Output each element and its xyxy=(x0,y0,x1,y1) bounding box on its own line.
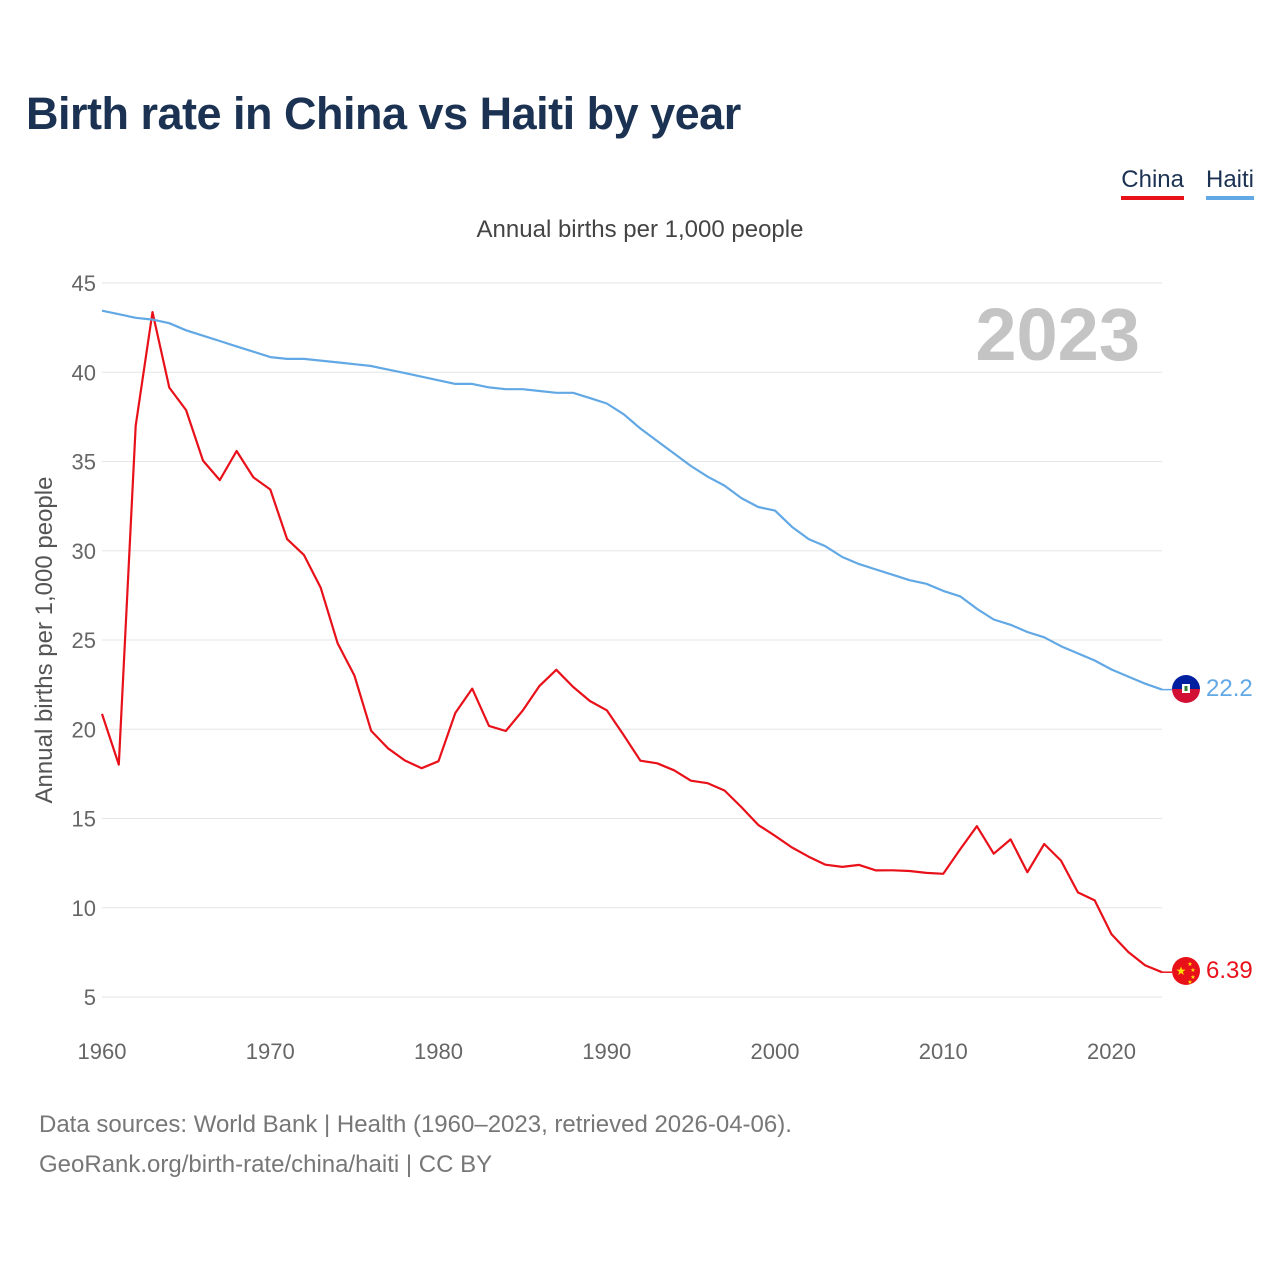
footer-sources: Data sources: World Bank | Health (1960–… xyxy=(39,1111,792,1138)
end-label-haiti: 22.2 xyxy=(1206,675,1253,702)
footer: Data sources: World Bank | Health (1960–… xyxy=(39,1105,792,1185)
series-line-haiti xyxy=(101,309,1163,691)
y-tick-label: 20 xyxy=(72,717,96,742)
svg-text:★: ★ xyxy=(1190,974,1195,981)
y-tick-label: 40 xyxy=(72,360,96,385)
footer-credit: GeoRank.org/birth-rate/china/haiti | CC … xyxy=(39,1151,493,1178)
y-tick-label: 5 xyxy=(84,985,96,1010)
year-watermark: 2023 xyxy=(975,293,1140,376)
svg-text:★: ★ xyxy=(1187,979,1192,986)
haiti-flag-icon xyxy=(1172,675,1200,703)
x-tick-label: 2000 xyxy=(751,1039,800,1064)
legend-item-china[interactable]: China xyxy=(1121,166,1184,200)
y-axis-label: Annual births per 1,000 people xyxy=(31,477,58,804)
y-tick-label: 45 xyxy=(72,271,96,296)
x-tick-label: 2010 xyxy=(919,1039,968,1064)
series-line-china xyxy=(100,311,1163,974)
chart-subtitle: Annual births per 1,000 people xyxy=(476,216,804,243)
y-tick-label: 15 xyxy=(72,807,96,832)
x-tick-label: 2020 xyxy=(1087,1039,1136,1064)
x-tick-label: 1960 xyxy=(78,1039,127,1064)
svg-text:★: ★ xyxy=(1176,964,1187,978)
x-tick-label: 1980 xyxy=(414,1039,463,1064)
legend: China Haiti xyxy=(1121,166,1254,200)
legend-item-haiti[interactable]: Haiti xyxy=(1205,166,1254,200)
y-tick-label: 30 xyxy=(72,539,96,564)
svg-text:★: ★ xyxy=(1190,967,1195,974)
svg-text:★: ★ xyxy=(1187,961,1192,968)
y-tick-label: 10 xyxy=(72,896,96,921)
y-tick-label: 25 xyxy=(72,628,96,653)
china-flag-icon: ★ ★ ★ ★ ★ xyxy=(1172,957,1200,986)
x-tick-label: 1990 xyxy=(582,1039,631,1064)
chart-title: Birth rate in China vs Haiti by year xyxy=(26,88,741,139)
y-tick-label: 35 xyxy=(72,450,96,475)
x-tick-label: 1970 xyxy=(246,1039,295,1064)
end-label-china: 6.39 xyxy=(1206,957,1253,984)
